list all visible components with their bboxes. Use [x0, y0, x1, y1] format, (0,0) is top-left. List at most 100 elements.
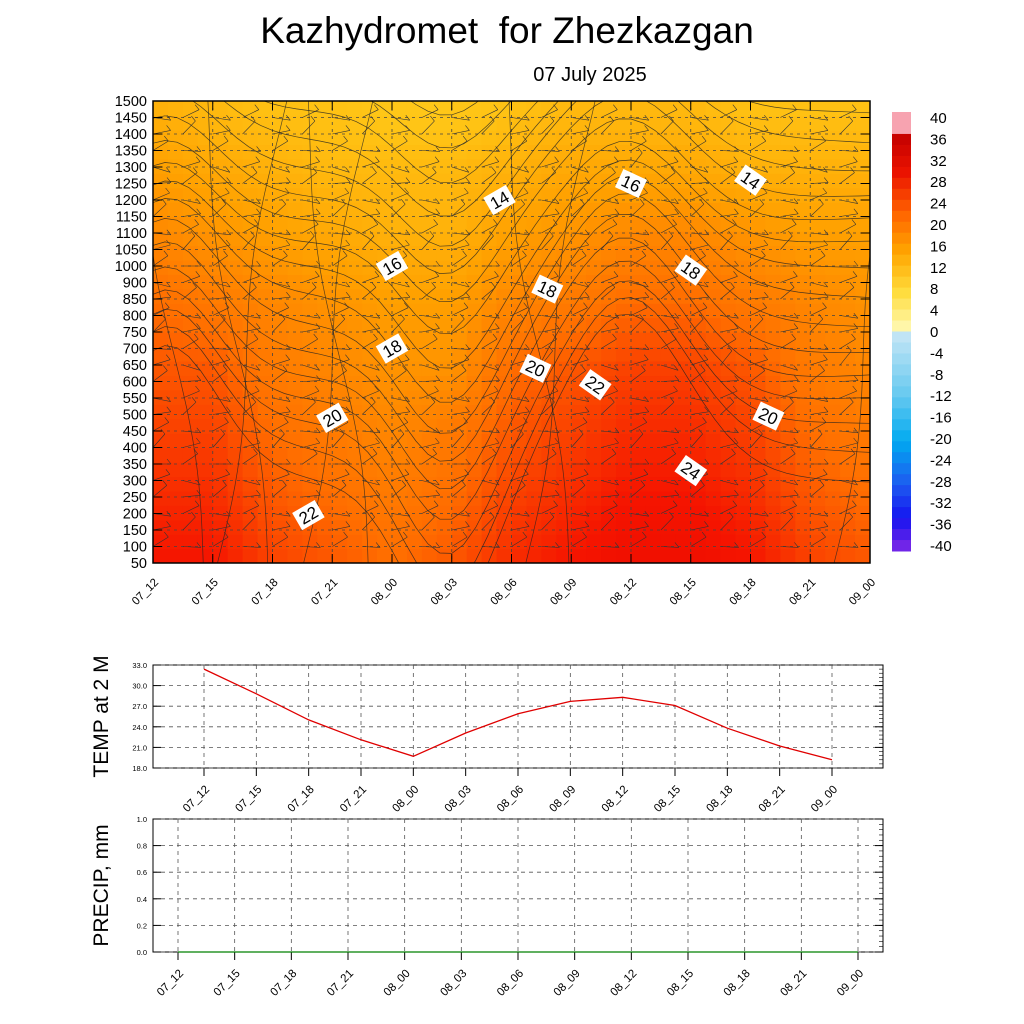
wind-barb: [869, 496, 870, 497]
wind-barb: [690, 318, 704, 333]
wind-barb-flag: [822, 302, 827, 308]
field-cell: [631, 404, 647, 420]
field-cell: [197, 534, 214, 550]
field-cell: [481, 534, 498, 550]
field-cell: [302, 346, 319, 362]
field-cell: [182, 375, 199, 391]
wind-barb-flag: [345, 511, 351, 517]
wind-barb: [571, 526, 589, 531]
wind-barb: [391, 370, 407, 382]
wind-barb-flag: [223, 135, 229, 142]
wind-barb-flag: [256, 375, 261, 381]
field-cell: [302, 115, 319, 131]
field-cell: [660, 433, 677, 449]
field-cell: [332, 389, 348, 405]
wind-barb-flag: [553, 385, 559, 392]
field-cell: [347, 129, 363, 146]
wind-barb: [481, 516, 495, 531]
field-cell: [526, 230, 543, 247]
field-cell: [511, 389, 528, 405]
wind-barb: [332, 422, 349, 432]
field-cell: [496, 519, 513, 535]
wind-barb-flag: [344, 469, 350, 475]
field-cell: [586, 317, 602, 333]
wind-barb-flag: [405, 396, 410, 402]
field-cell: [287, 259, 304, 275]
field-cell: [855, 259, 870, 275]
field-cell: [317, 433, 333, 449]
wind-barb: [571, 232, 590, 236]
field-cell: [242, 519, 259, 535]
field-cell: [257, 389, 274, 405]
wind-barb: [511, 296, 530, 300]
wind-barb: [182, 338, 199, 349]
field-cell: [735, 505, 752, 521]
wind-barb-flag: [610, 397, 615, 403]
wind-barb-flag: [880, 366, 884, 371]
wind-barb: [839, 224, 857, 234]
field-cell: [406, 101, 423, 117]
field-cell: [197, 447, 214, 463]
field-cell: [720, 375, 737, 391]
wind-barb: [391, 244, 410, 250]
field-cell: [227, 404, 244, 420]
wind-barb-flag: [166, 125, 171, 131]
wind-barb-flag: [699, 313, 704, 320]
field-cell: [182, 360, 199, 377]
field-cell: [377, 115, 393, 131]
wind-barb: [212, 370, 228, 382]
wind-barb-flag: [285, 239, 291, 246]
wind-barb-flag: [884, 397, 888, 402]
field-cell: [272, 274, 289, 290]
field-cell: [825, 447, 841, 463]
wind-barb: [750, 307, 767, 316]
wind-barb: [421, 505, 439, 514]
field-cell: [645, 158, 662, 174]
wind-barb-flag: [225, 469, 230, 475]
field-cell: [586, 259, 602, 275]
wind-barb: [541, 328, 560, 333]
wind-barb-flag: [494, 437, 500, 444]
wind-barb-flag: [463, 417, 468, 423]
field-cell: [287, 332, 304, 348]
field-cell: [601, 490, 617, 506]
wind-barb: [869, 513, 870, 514]
wind-barb-flag: [851, 333, 856, 340]
wind-barb: [362, 315, 380, 319]
field-cell: [197, 144, 214, 160]
wind-barb: [571, 318, 585, 333]
wind-barb: [362, 213, 380, 217]
field-cell: [526, 490, 543, 506]
wind-barb: [750, 166, 768, 173]
panel-x-tick-label: 07_12: [155, 968, 186, 999]
field-cell: [586, 505, 602, 521]
wind-barb: [481, 390, 499, 399]
field-cell: [750, 288, 767, 304]
field-cell: [645, 447, 662, 463]
wind-barb: [630, 140, 647, 151]
field-cell: [167, 245, 184, 261]
wind-barb: [600, 287, 616, 300]
field-cell: [466, 202, 483, 218]
colorbar-segment: [892, 463, 911, 475]
wind-barb: [242, 315, 261, 319]
field-cell: [511, 447, 528, 463]
wind-barb-flag: [404, 469, 410, 475]
wind-barb-flag: [730, 282, 735, 288]
field-cell: [571, 332, 587, 348]
wind-barb-flag: [881, 251, 885, 256]
wind-barb: [451, 182, 470, 184]
field-cell: [675, 389, 692, 405]
field-cell: [451, 303, 468, 319]
panel-x-tick-label: 08_12: [608, 968, 639, 999]
field-cell: [317, 461, 333, 478]
wind-barb: [481, 442, 500, 448]
wind-barb: [332, 232, 351, 236]
wind-barb-flag: [256, 427, 261, 433]
field-cell: [675, 187, 692, 203]
wind-barb: [421, 430, 440, 434]
field-cell: [720, 259, 737, 275]
field-cell: [466, 447, 483, 463]
wind-barb-flag: [884, 125, 888, 130]
field-cell: [541, 230, 558, 247]
